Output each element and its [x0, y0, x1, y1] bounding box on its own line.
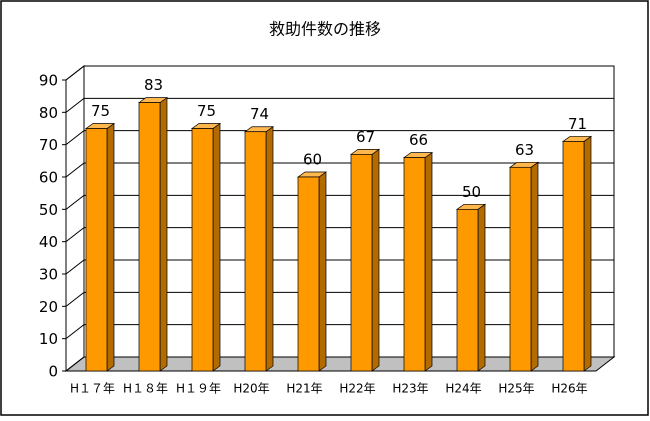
value-label: 74 [250, 105, 269, 123]
grid-line [65, 65, 614, 81]
y-tick-label: 70 [39, 136, 58, 154]
bar-side [212, 122, 221, 372]
x-tick-label: H24年 [445, 382, 481, 396]
y-tick-label: 60 [39, 169, 58, 187]
bar [562, 141, 585, 372]
grid-line [65, 130, 614, 146]
y-tick-label: 80 [39, 104, 58, 122]
x-tick-label: H１８年 [123, 382, 168, 396]
value-label: 63 [515, 141, 534, 159]
value-label: 66 [409, 131, 428, 149]
y-tick-label: 50 [39, 201, 58, 219]
bar [350, 154, 373, 372]
bar-side [424, 151, 433, 372]
x-tick-label: H１７年 [70, 382, 115, 396]
x-tick-label: H25年 [498, 382, 534, 396]
grid-line [65, 324, 614, 340]
bar [403, 157, 426, 372]
bar [456, 208, 479, 372]
value-label: 83 [144, 76, 163, 94]
x-tick-label: H23年 [392, 382, 428, 396]
grid-line [65, 97, 614, 113]
value-label: 75 [91, 102, 110, 120]
grid-line [65, 227, 614, 243]
value-label: 60 [303, 151, 322, 169]
grid-line [65, 194, 614, 210]
grid-line [65, 356, 614, 372]
value-label: 67 [356, 128, 375, 146]
y-tick-label: 30 [39, 266, 58, 284]
bar-side [318, 171, 327, 372]
chart-title: 救助件数の推移 [269, 20, 381, 39]
x-tick-label: H20年 [233, 382, 269, 396]
value-label: 50 [462, 183, 481, 201]
bar-side [159, 96, 168, 372]
bar [138, 102, 161, 372]
value-label: 71 [568, 115, 587, 133]
bar-side [583, 135, 592, 372]
value-label: 75 [197, 102, 216, 120]
bar-side [477, 203, 486, 372]
bar [297, 176, 320, 372]
y-tick-label: 40 [39, 233, 58, 251]
x-tick-label: H１９年 [176, 382, 221, 396]
y-tick-label: 0 [48, 363, 58, 381]
x-tick-label: H21年 [286, 382, 322, 396]
bar [191, 128, 214, 372]
bar [85, 128, 108, 372]
bar-side [530, 161, 539, 372]
grid-line [65, 259, 614, 275]
x-tick-label: H22年 [339, 382, 375, 396]
bar-side [106, 122, 115, 372]
bar [244, 131, 267, 372]
grid-line [65, 162, 614, 178]
bar [509, 166, 532, 372]
y-tick-label: 10 [39, 330, 58, 348]
grid-line [65, 291, 614, 307]
side-wall [65, 64, 85, 373]
x-tick-label: H26年 [551, 382, 587, 396]
y-tick-label: 90 [39, 72, 58, 90]
bar-side [371, 148, 380, 372]
bar-side [265, 126, 274, 372]
y-tick-label: 20 [39, 298, 58, 316]
